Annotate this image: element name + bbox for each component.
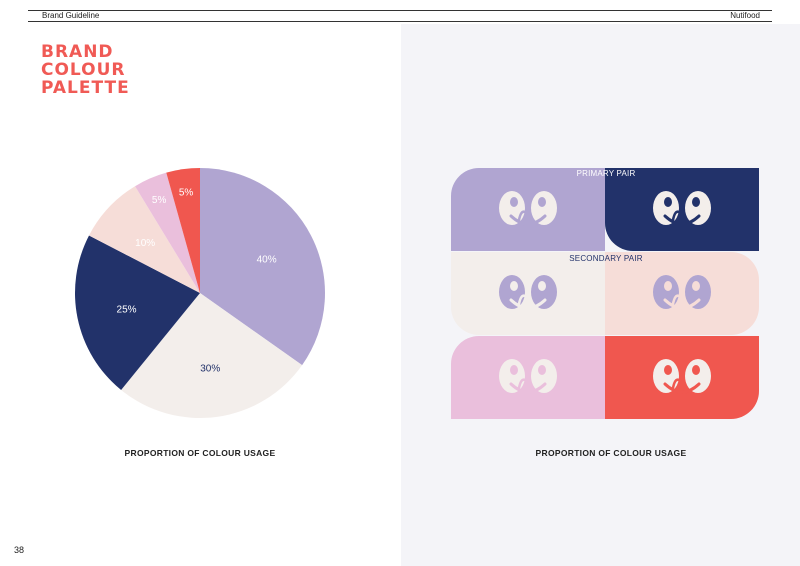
mascot-face-icon bbox=[653, 190, 711, 225]
pie-label-2: 25% bbox=[117, 304, 137, 315]
title-line-1: BRAND bbox=[41, 42, 114, 62]
title-line-3: PALETTE bbox=[41, 78, 130, 98]
mascot-face-icon bbox=[499, 358, 557, 393]
top-rule bbox=[28, 10, 772, 11]
title-line-2: COLOUR bbox=[41, 60, 126, 80]
pie-slice-2 bbox=[75, 235, 200, 390]
pie-label-5: 5% bbox=[179, 187, 194, 198]
pairs-caption: PROPORTION OF COLOUR USAGE bbox=[535, 448, 687, 458]
colour-tile-3 bbox=[605, 252, 759, 335]
mascot-face-icon bbox=[499, 274, 557, 309]
pie-label-1: 30% bbox=[200, 363, 220, 374]
secondary-pair-label: SECONDARY PAIR bbox=[569, 254, 643, 263]
pie-slice-0 bbox=[200, 168, 325, 366]
pie-slice-4 bbox=[135, 172, 200, 293]
primary-pair-label: PRIMARY PAIR bbox=[576, 169, 636, 178]
mascot-face-icon bbox=[653, 358, 711, 393]
header-right: Nutifood bbox=[730, 11, 760, 20]
colour-tile-1 bbox=[605, 168, 759, 251]
colour-tile-5 bbox=[605, 336, 759, 419]
mascot-face-icon bbox=[653, 274, 711, 309]
pie-slice-1 bbox=[121, 293, 303, 419]
mascot-face-icon bbox=[499, 190, 557, 225]
header-left: Brand Guideline bbox=[42, 11, 100, 20]
pie-caption: PROPORTION OF COLOUR USAGE bbox=[124, 448, 276, 458]
colour-tile-0 bbox=[451, 168, 605, 251]
pie-label-0: 40% bbox=[257, 254, 277, 265]
colour-tile-2 bbox=[451, 252, 605, 335]
pie-label-4: 5% bbox=[152, 195, 167, 206]
pie-label-3: 10% bbox=[135, 238, 155, 249]
header-rule bbox=[28, 21, 772, 22]
colour-tile-4 bbox=[451, 336, 605, 419]
pie-slice-3 bbox=[89, 186, 200, 293]
page-number: 38 bbox=[14, 545, 25, 555]
pie-slice-5 bbox=[166, 168, 200, 293]
